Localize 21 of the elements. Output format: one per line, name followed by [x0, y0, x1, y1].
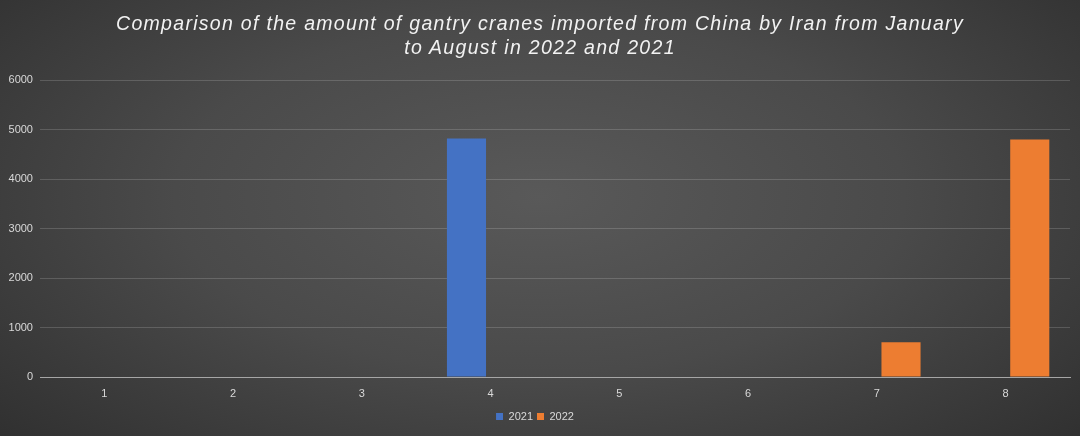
x-tick-label: 4 — [487, 386, 494, 399]
legend-label: 2021 — [508, 409, 534, 422]
x-tick-label: 2 — [230, 386, 237, 399]
bar — [881, 342, 921, 377]
bar — [446, 138, 487, 377]
x-tick-label: 5 — [616, 386, 623, 399]
y-tick-label: 5000 — [8, 122, 33, 135]
x-tick-label: 8 — [1002, 386, 1009, 399]
legend-label: 2022 — [549, 409, 574, 422]
x-tick-label: 6 — [745, 386, 752, 399]
y-tick-label: 1000 — [8, 320, 33, 333]
chart-title: Comparison of the amount of gantry cranes imported from China by Iran from January to August in 2022 and 2021 — [115, 11, 965, 59]
y-tick-label: 2000 — [8, 271, 33, 284]
y-tick-label: 3000 — [8, 221, 33, 234]
y-tick-label: 6000 — [8, 73, 33, 86]
x-tick-label: 1 — [101, 386, 108, 399]
y-tick-label: 0 — [26, 370, 33, 383]
x-tick-label: 3 — [358, 386, 365, 399]
y-tick-label: 4000 — [8, 172, 33, 185]
x-tick-label: 7 — [873, 386, 880, 399]
bar — [1010, 139, 1050, 377]
